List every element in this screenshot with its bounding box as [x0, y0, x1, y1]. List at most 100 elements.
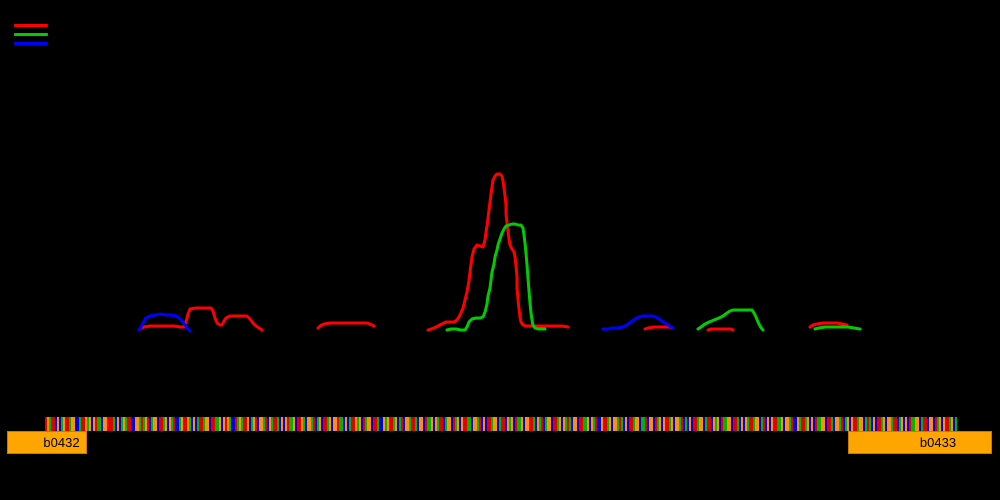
base-stripe: [887, 417, 889, 431]
trace-red: [808, 321, 849, 329]
base-stripe: [557, 417, 559, 431]
base-stripe: [209, 417, 211, 431]
base-stripe: [303, 417, 305, 431]
base-stripe: [183, 417, 185, 431]
base-stripe: [847, 417, 849, 431]
base-stripe: [863, 417, 865, 431]
base-stripe: [379, 417, 381, 431]
base-stripe: [315, 417, 317, 431]
base-stripe: [435, 417, 437, 431]
base-stripe: [125, 417, 127, 431]
base-stripe: [609, 417, 611, 431]
base-stripe: [897, 417, 899, 431]
base-stripe: [429, 417, 431, 431]
base-stripe: [227, 417, 229, 431]
base-stripe: [455, 417, 457, 431]
base-stripe: [469, 417, 471, 431]
base-stripe: [263, 417, 265, 431]
base-stripe: [123, 417, 125, 431]
base-stripe: [233, 417, 235, 431]
base-stripe: [737, 417, 739, 431]
base-stripe: [437, 417, 439, 431]
base-stripe: [345, 417, 347, 431]
base-stripe: [307, 417, 309, 431]
base-stripe: [843, 417, 845, 431]
base-stripe: [405, 417, 407, 431]
base-stripe: [625, 417, 627, 431]
base-stripe: [563, 417, 565, 431]
base-stripe: [819, 417, 821, 431]
base-stripe: [745, 417, 747, 431]
base-stripe: [293, 417, 295, 431]
base-stripe: [827, 417, 829, 431]
base-stripe: [935, 417, 937, 431]
trace-green: [696, 308, 765, 332]
base-stripe: [387, 417, 389, 431]
base-stripe: [587, 417, 589, 431]
base-stripe: [297, 417, 299, 431]
base-stripe: [893, 417, 895, 431]
base-stripe: [507, 417, 509, 431]
base-stripe: [395, 417, 397, 431]
base-stripe: [705, 417, 707, 431]
base-stripe: [323, 417, 325, 431]
base-stripe: [217, 417, 219, 431]
base-stripe: [841, 417, 843, 431]
base-stripe: [415, 417, 417, 431]
base-stripe: [785, 417, 787, 431]
base-stripe: [49, 417, 51, 431]
base-stripe: [187, 417, 189, 431]
base-stripe: [901, 417, 903, 431]
base-stripe: [281, 417, 283, 431]
base-stripe: [747, 417, 749, 431]
base-stripe: [543, 417, 545, 431]
base-stripe: [529, 417, 531, 431]
base-stripe: [911, 417, 913, 431]
base-stripe: [175, 417, 177, 431]
base-stripe: [105, 417, 107, 431]
base-stripe: [501, 417, 503, 431]
base-stripe: [461, 417, 463, 431]
base-stripe: [141, 417, 143, 431]
base-stripe: [503, 417, 505, 431]
base-stripe: [679, 417, 681, 431]
base-stripe: [327, 417, 329, 431]
base-stripe: [857, 417, 859, 431]
base-stripe: [735, 417, 737, 431]
trace-blue: [601, 314, 675, 331]
base-stripe: [913, 417, 915, 431]
trace-blue: [137, 312, 192, 333]
base-stripe: [459, 417, 461, 431]
base-stripe: [617, 417, 619, 431]
base-stripe: [879, 417, 881, 431]
base-stripe: [643, 417, 645, 431]
base-stripe: [285, 417, 287, 431]
base-stripe: [471, 417, 473, 431]
base-stripe: [453, 417, 455, 431]
base-stripe: [59, 417, 61, 431]
base-stripe: [591, 417, 593, 431]
base-stripe: [195, 417, 197, 431]
base-stripe: [607, 417, 609, 431]
base-stripe: [535, 417, 537, 431]
base-stripe: [627, 417, 629, 431]
base-stripe: [201, 417, 203, 431]
base-stripe: [763, 417, 765, 431]
base-stripe: [517, 417, 519, 431]
base-stripe: [633, 417, 635, 431]
base-stripe: [889, 417, 891, 431]
base-stripe: [809, 417, 811, 431]
base-stripe: [861, 417, 863, 431]
base-stripe: [899, 417, 901, 431]
base-stripe: [807, 417, 809, 431]
base-stripe: [473, 417, 475, 431]
base-stripe: [127, 417, 129, 431]
base-stripe: [73, 417, 75, 431]
base-stripe: [93, 417, 95, 431]
base-stripe: [311, 417, 313, 431]
base-stripe: [755, 417, 757, 431]
base-stripe: [119, 417, 121, 431]
base-stripe: [509, 417, 511, 431]
base-stripe: [377, 417, 379, 431]
base-stripe: [553, 417, 555, 431]
